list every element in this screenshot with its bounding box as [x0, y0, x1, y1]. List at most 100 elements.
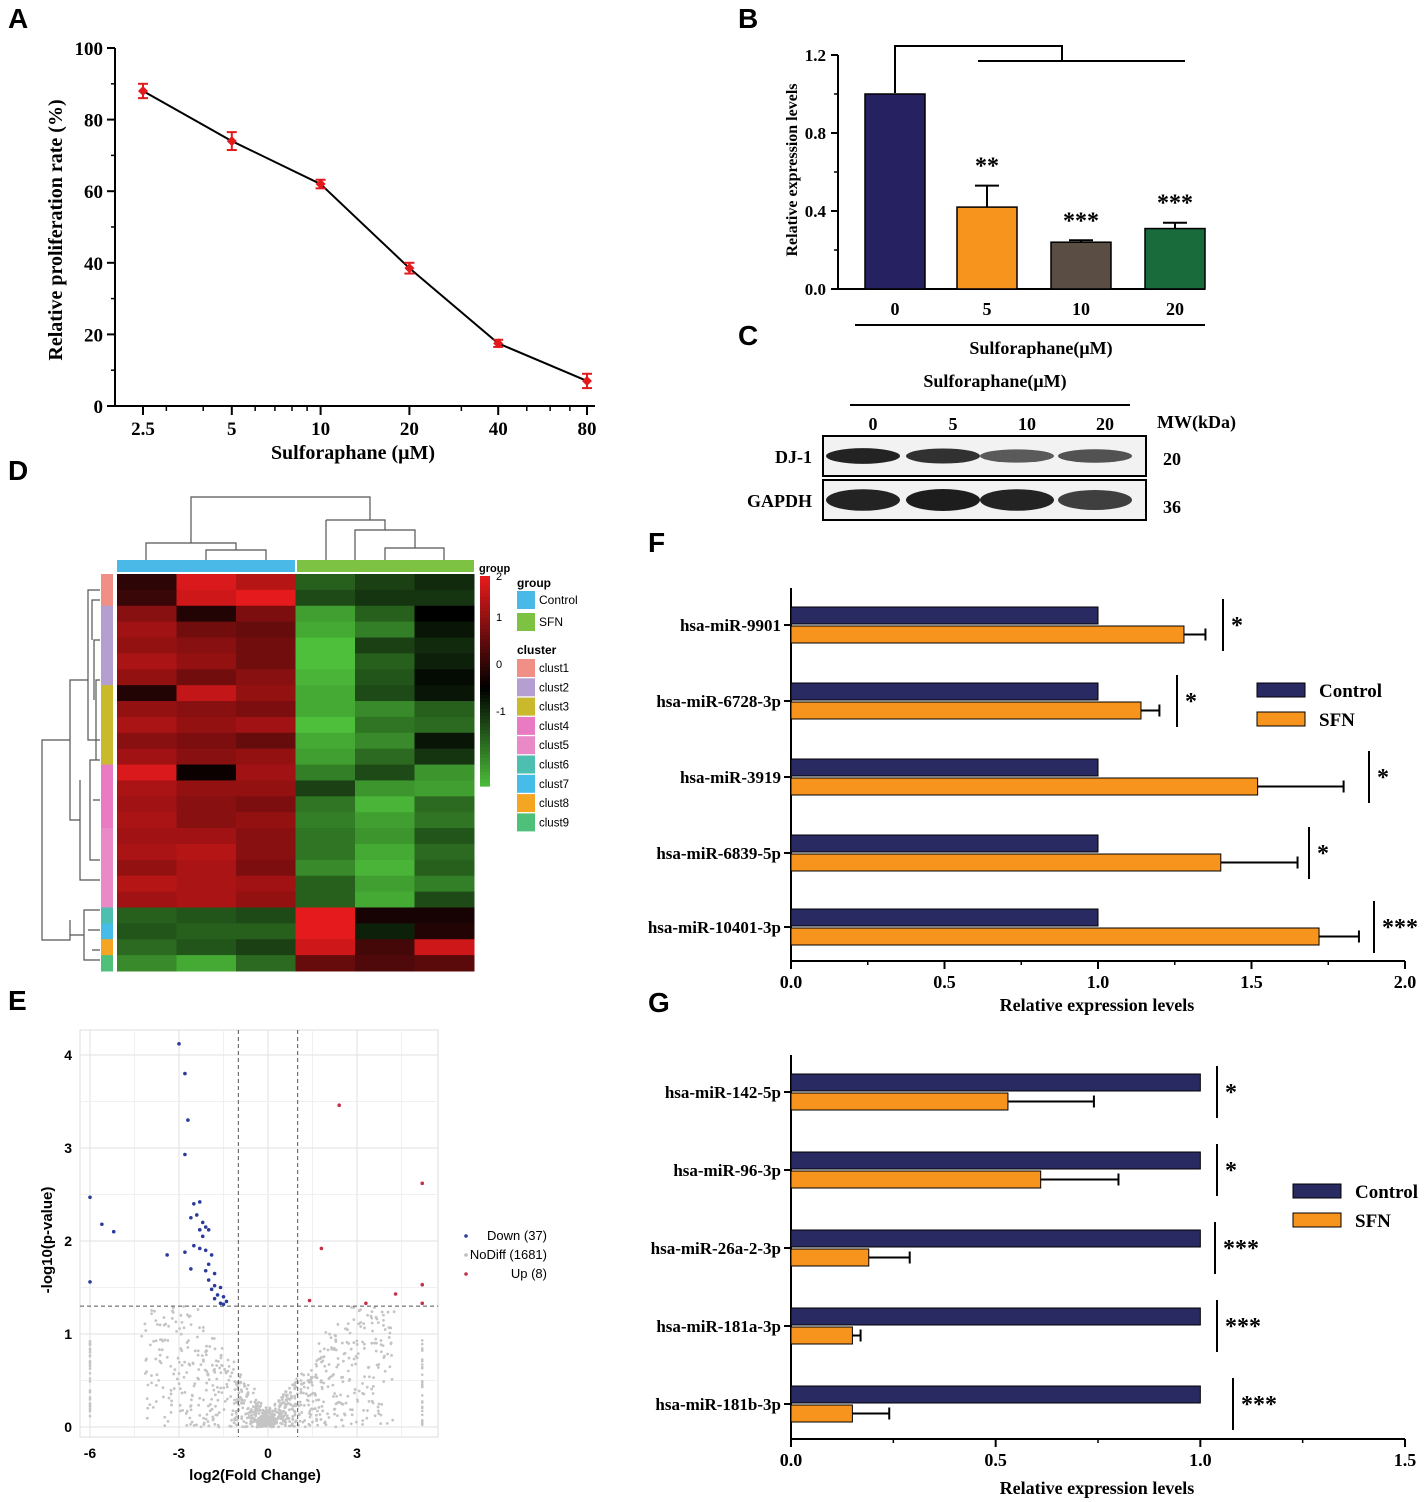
- volcano-point-nodiff: [389, 1341, 393, 1345]
- volcano-point-nodiff: [215, 1377, 219, 1381]
- heatmap-cluster-legend-label: clust8: [539, 798, 569, 810]
- volcano-point-nodiff: [302, 1373, 306, 1377]
- volcano-point-nodiff: [188, 1314, 192, 1318]
- volcano-point-nodiff: [368, 1375, 371, 1379]
- volcano-point-down: [218, 1285, 223, 1290]
- volcano-point-nodiff: [274, 1407, 277, 1411]
- volcano-point-nodiff: [322, 1381, 326, 1385]
- heatmap-row-cluster-bar: [101, 828, 113, 845]
- volcano-point-nodiff: [88, 1414, 92, 1418]
- panel-b-y-tick-label: 0.8: [805, 124, 826, 143]
- volcano-point-nodiff: [317, 1406, 321, 1409]
- volcano-point-nodiff: [180, 1391, 184, 1395]
- volcano-point-nodiff: [344, 1327, 348, 1331]
- volcano-point-nodiff: [161, 1386, 165, 1390]
- blot-band: [1058, 449, 1132, 463]
- volcano-point-nodiff: [313, 1393, 317, 1397]
- panel-a-y-tick-label: 80: [84, 111, 103, 132]
- volcano-point-nodiff: [371, 1392, 375, 1395]
- heatmap-scale-segment: [480, 611, 490, 616]
- heatmap-cell: [176, 685, 237, 702]
- volcano-point-nodiff: [307, 1403, 311, 1407]
- volcano-point-nodiff: [206, 1373, 210, 1377]
- volcano-x-tick-label: -3: [173, 1445, 186, 1461]
- volcano-point-nodiff: [315, 1417, 319, 1421]
- volcano-point-down: [206, 1278, 211, 1282]
- heatmap-cell: [176, 605, 237, 623]
- volcano-point-nodiff: [376, 1409, 380, 1413]
- heatmap-cell: [176, 732, 237, 750]
- volcano-point-nodiff: [379, 1350, 383, 1354]
- volcano-point-nodiff: [214, 1359, 218, 1363]
- volcano-point-nodiff: [370, 1310, 374, 1314]
- volcano-point-nodiff: [241, 1425, 244, 1429]
- volcano-point-nodiff: [371, 1329, 374, 1333]
- heatmap-scale-segment: [480, 740, 490, 745]
- volcano-point-nodiff: [213, 1370, 217, 1374]
- panel-a-data-point: [138, 85, 148, 96]
- volcano-point-nodiff: [283, 1402, 287, 1406]
- volcano-point-nodiff: [363, 1375, 367, 1379]
- volcano-point-down: [203, 1225, 208, 1229]
- volcano-point-nodiff: [291, 1418, 295, 1421]
- volcano-point-nodiff: [382, 1380, 386, 1383]
- volcano-point-nodiff: [317, 1342, 321, 1345]
- heatmap-cell: [295, 716, 356, 734]
- volcano-point-nodiff: [233, 1380, 237, 1383]
- heatmap-scale-segment: [480, 698, 490, 703]
- volcano-point-nodiff: [330, 1347, 334, 1351]
- volcano-point-nodiff: [288, 1391, 292, 1395]
- volcano-point-nodiff: [268, 1407, 272, 1411]
- heatmap-cluster-legend-swatch: [517, 659, 535, 677]
- panel-e-y-label: -log10(p-value): [39, 1187, 56, 1294]
- volcano-point-nodiff: [157, 1348, 161, 1351]
- panel-g-legend-label: Control: [1355, 1182, 1418, 1203]
- panel-letter-a: A: [8, 3, 28, 34]
- heatmap-scale-segment: [480, 744, 490, 749]
- heatmap-cell: [236, 748, 296, 766]
- panel-a-data-point: [493, 338, 504, 349]
- volcano-point-nodiff: [264, 1424, 268, 1427]
- volcano-point-nodiff: [262, 1424, 265, 1428]
- volcano-point-nodiff: [362, 1322, 366, 1326]
- volcano-point-nodiff: [220, 1363, 223, 1367]
- volcano-point-nodiff: [299, 1379, 303, 1382]
- volcano-point-nodiff: [220, 1346, 224, 1350]
- volcano-point-nodiff: [186, 1346, 190, 1349]
- heatmap-cell: [236, 875, 296, 893]
- heatmap-cell: [117, 875, 177, 893]
- volcano-point-nodiff: [166, 1339, 170, 1342]
- volcano-point-nodiff: [322, 1355, 326, 1359]
- volcano-point-nodiff: [380, 1310, 384, 1314]
- heatmap-group-bar-sfn: [297, 560, 474, 572]
- heatmap-cell: [355, 669, 415, 686]
- volcano-point-nodiff: [308, 1423, 312, 1427]
- volcano-point-nodiff: [316, 1409, 319, 1413]
- heatmap-cell: [117, 955, 177, 972]
- heatmap-cell: [236, 637, 296, 654]
- panel-g-bar-control: [790, 1385, 1201, 1404]
- panel-g-bar-sfn: [790, 1326, 853, 1345]
- volcano-point-nodiff: [222, 1386, 226, 1390]
- volcano-point-nodiff: [170, 1317, 174, 1320]
- volcano-point-nodiff: [143, 1322, 147, 1326]
- heatmap-scale-tick: 1: [496, 612, 502, 624]
- volcano-point-nodiff: [196, 1335, 199, 1339]
- volcano-point-nodiff: [335, 1394, 339, 1398]
- volcano-point-nodiff: [231, 1409, 235, 1413]
- volcano-point-nodiff: [372, 1376, 375, 1380]
- volcano-point-nodiff: [347, 1342, 351, 1345]
- heatmap-cell: [295, 605, 356, 623]
- volcano-point-nodiff: [326, 1412, 329, 1416]
- panel-f-bar-control: [790, 908, 1099, 927]
- heatmap-cell: [295, 812, 356, 829]
- volcano-point-nodiff: [365, 1385, 369, 1389]
- heatmap-cell: [117, 780, 177, 797]
- volcano-point-nodiff: [205, 1344, 208, 1348]
- heatmap-cell: [355, 875, 415, 893]
- volcano-point-nodiff: [335, 1365, 339, 1369]
- blot-band: [980, 449, 1054, 463]
- volcano-point-nodiff: [285, 1394, 288, 1398]
- volcano-point-nodiff: [299, 1391, 303, 1395]
- volcano-point-nodiff: [225, 1382, 229, 1386]
